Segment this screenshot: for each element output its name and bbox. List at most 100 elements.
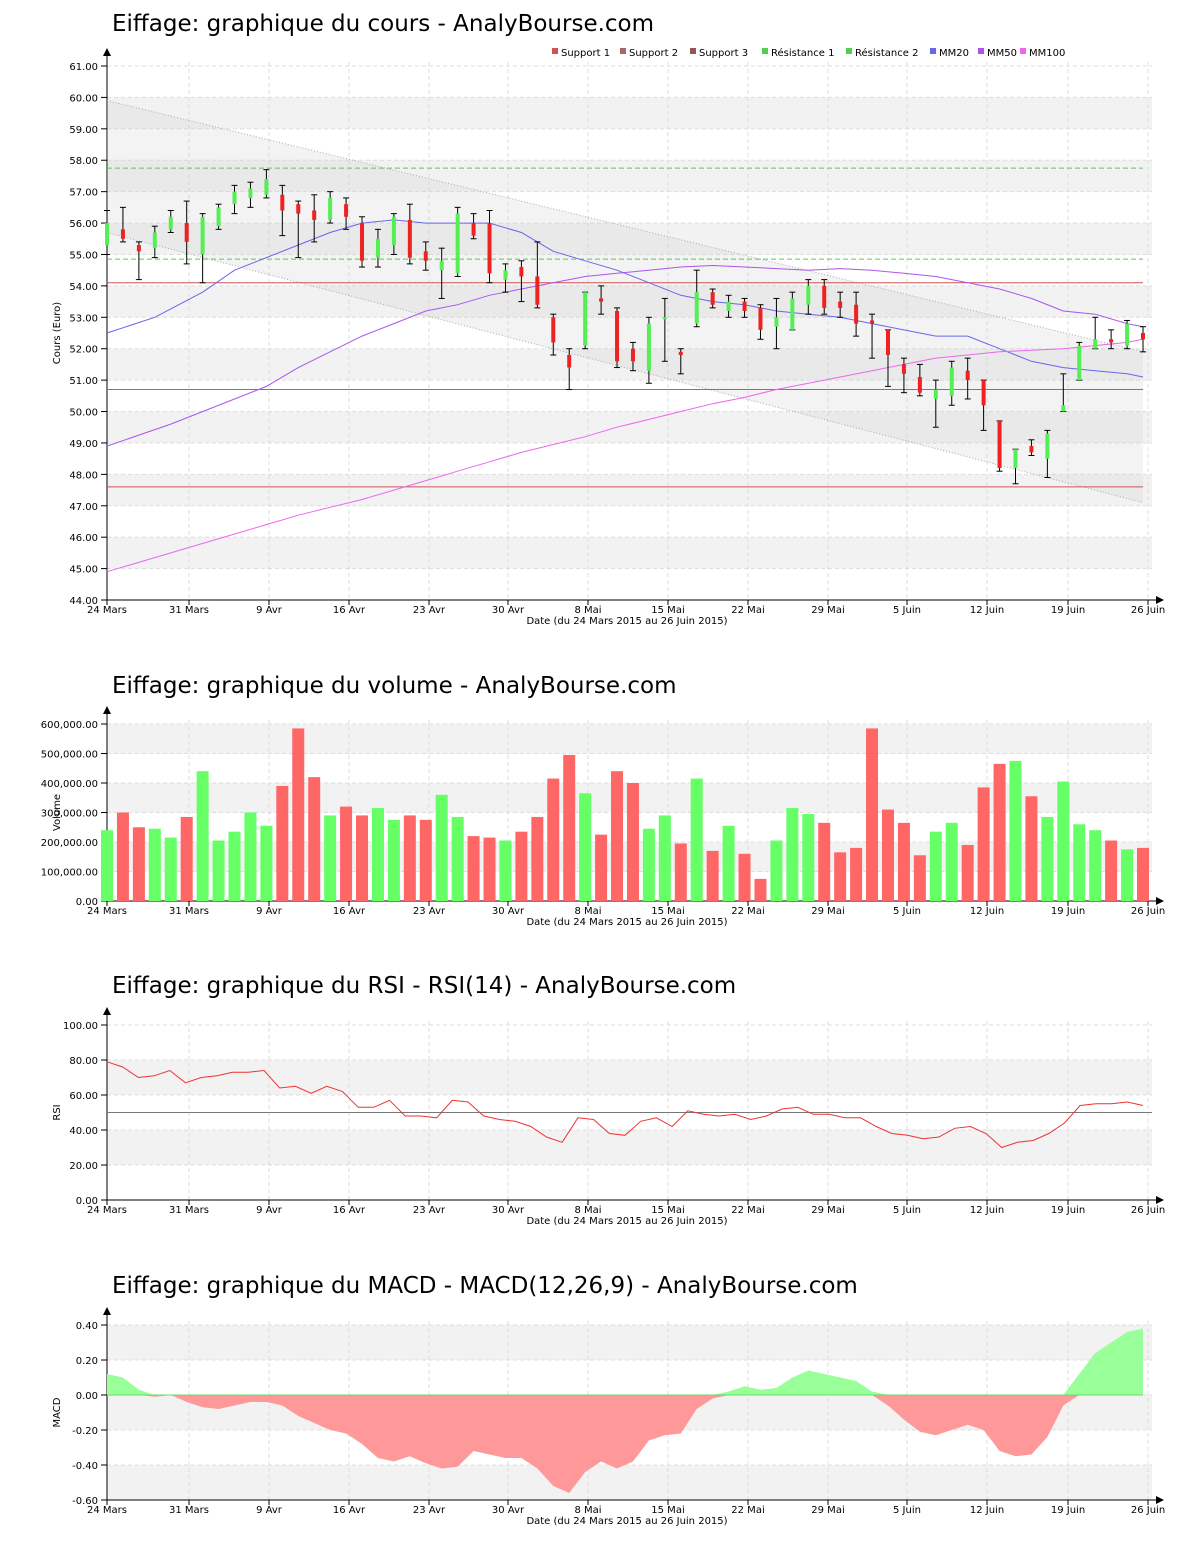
volume-bar <box>1089 830 1102 901</box>
y-tick-label: -0.20 <box>72 1426 98 1437</box>
volume-bar <box>356 815 369 901</box>
volume-bar <box>387 819 400 901</box>
candle <box>693 269 700 328</box>
candle <box>183 200 190 265</box>
x-tick-label: 15 Mai <box>651 605 684 616</box>
volume-panel: Eiffage: graphique du volume - AnalyBour… <box>0 640 1200 940</box>
legend-label: Résistance 2 <box>855 47 918 59</box>
macd-panel: Eiffage: graphique du MACD - MACD(12,26,… <box>0 1240 1200 1550</box>
candle-body <box>344 204 349 217</box>
volume-bar <box>260 825 273 901</box>
volume-bar <box>371 808 384 901</box>
candle-body <box>870 320 875 324</box>
volume-bar <box>1121 849 1134 901</box>
candle-body <box>105 223 109 246</box>
grid-band <box>107 724 1152 754</box>
candle-body <box>646 323 651 371</box>
candle <box>215 203 222 230</box>
candle-body <box>407 219 412 258</box>
x-tick-label: 30 Avr <box>492 605 525 616</box>
y-tick-label: 55.00 <box>69 250 98 261</box>
x-tick-label: 22 Mai <box>731 605 764 616</box>
x-tick-label: 5 Juin <box>893 605 921 616</box>
y-tick-label: 20.00 <box>69 1161 98 1172</box>
x-tick-label: 5 Juin <box>893 1205 921 1216</box>
grid-band <box>107 285 1152 318</box>
grid-band <box>107 97 1152 129</box>
x-tick-label: 24 Mars <box>87 605 127 616</box>
candle <box>916 363 923 397</box>
volume-bar <box>531 816 544 901</box>
candle-body <box>1125 323 1130 346</box>
volume-bar <box>212 840 225 901</box>
price-panel: Eiffage: graphique du cours - AnalyBours… <box>0 0 1200 640</box>
volume-bar <box>1025 796 1038 901</box>
x-tick-label: 16 Avr <box>333 605 366 616</box>
y-tick-label: 100.00 <box>63 1021 98 1032</box>
candle-body <box>694 292 699 324</box>
candle <box>996 420 1003 472</box>
candle <box>502 263 509 293</box>
volume-bar <box>1137 847 1149 901</box>
legend-swatch <box>762 48 768 54</box>
volume-bar <box>674 843 687 901</box>
volume-bar <box>929 831 942 901</box>
x-tick-label: 29 Mai <box>811 1205 844 1216</box>
candle <box>343 197 350 230</box>
y-tick-label: 45.00 <box>69 565 98 576</box>
x-tick-label: 23 Avr <box>413 1205 446 1216</box>
candle <box>151 225 158 259</box>
x-tick-label: 5 Juin <box>893 1505 921 1516</box>
candle-body <box>917 376 922 393</box>
x-tick-label: 8 Mai <box>574 1205 601 1216</box>
series-mm100 <box>106 338 1144 573</box>
legend-swatch <box>552 48 558 54</box>
candle-body <box>567 354 572 368</box>
plot-frame: 0.00 20.00 40.00 60.00 80.00 100.00 24 Mars 31 … <box>52 1007 1165 1227</box>
y-tick-label: 46.00 <box>69 533 98 544</box>
y-tick-label: 0.40 <box>76 1321 98 1332</box>
candle <box>773 297 780 350</box>
volume-bar <box>499 840 512 901</box>
legend-swatch <box>690 48 696 54</box>
volume-bar <box>403 815 416 901</box>
y-axis-title: MACD <box>52 1397 63 1427</box>
candle <box>837 291 844 318</box>
x-tick-label: 9 Avr <box>256 1205 283 1216</box>
candle <box>948 360 955 406</box>
y-tick-label: 57.00 <box>69 188 98 199</box>
candle-body <box>678 351 683 355</box>
x-tick-label: 26 Juin <box>1131 1505 1165 1516</box>
volume-bar <box>1073 824 1086 901</box>
candle <box>390 213 397 255</box>
x-tick-label: 9 Avr <box>256 605 283 616</box>
y-tick-label: 56.00 <box>69 219 98 230</box>
candle-body <box>981 380 986 406</box>
candle-body <box>296 204 301 214</box>
x-tick-label: 26 Juin <box>1131 1205 1165 1216</box>
x-tick-label: 29 Mai <box>811 906 844 917</box>
legend-swatch <box>930 48 936 54</box>
volume-bar <box>148 828 161 901</box>
candle-body <box>806 285 811 305</box>
y-axis-arrow <box>103 1307 111 1315</box>
candle-body <box>535 276 540 305</box>
candle-body <box>615 311 620 362</box>
x-tick-label: 26 Juin <box>1131 906 1165 917</box>
candle-body <box>120 229 125 239</box>
candle-body <box>439 260 444 271</box>
x-tick-label: 26 Juin <box>1131 605 1165 616</box>
grid-band <box>107 1465 1152 1500</box>
x-tick-label: 16 Avr <box>333 906 366 917</box>
legend-label: Support 2 <box>629 48 678 59</box>
volume-bar <box>292 728 305 901</box>
rsi-chart-title: Eiffage: graphique du RSI - RSI(14) - An… <box>112 973 737 999</box>
candle-body <box>360 223 365 261</box>
candle <box>438 247 445 299</box>
x-tick-label: 31 Mars <box>169 1205 209 1216</box>
volume-bar <box>897 822 910 901</box>
x-tick-label: 9 Avr <box>256 1505 283 1516</box>
volume-bar <box>1105 840 1118 901</box>
y-axis-arrow <box>103 706 111 714</box>
volume-bar <box>961 844 974 901</box>
